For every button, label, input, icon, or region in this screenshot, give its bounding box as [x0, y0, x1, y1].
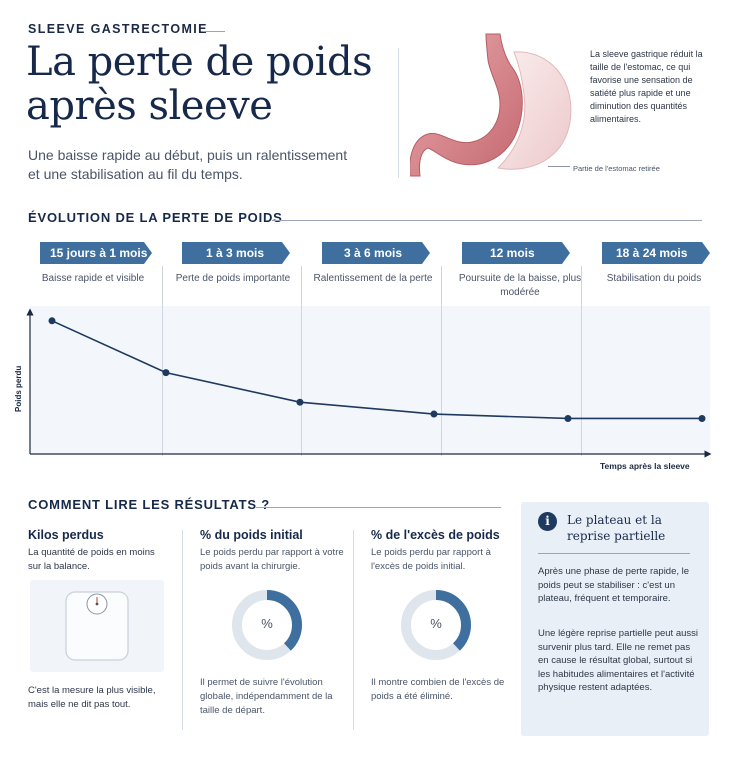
plateau-divider	[538, 553, 690, 554]
column-separator	[353, 530, 354, 730]
stomach-description: La sleeve gastrique réduit la taille de …	[590, 49, 703, 124]
phase-tag-4: 12 mois	[462, 242, 570, 264]
kilos-description: La quantité de poids en moins sur la bal…	[28, 547, 155, 572]
bathroom-scale-icon	[65, 591, 129, 661]
y-axis-label: Poids perdu	[14, 365, 23, 412]
scale-illustration	[30, 580, 164, 672]
header-divider	[398, 48, 399, 178]
x-axis-label: Temps après la sleeve	[600, 461, 690, 471]
phase-tag-2: 1 à 3 mois	[182, 242, 290, 264]
donut-percent-symbol: %	[261, 616, 273, 631]
phase-tag-1: 15 jours à 1 mois	[40, 242, 152, 264]
page-title: La perte de poids après sleeve	[26, 39, 373, 129]
plateau-paragraph-2: Une légère reprise partielle peut aussi …	[538, 628, 699, 693]
excess-weight-note: Il montre combien de l'excès de poids a …	[371, 677, 505, 702]
phase-description-1: Baisse rapide et visible	[41, 273, 145, 284]
phase-description-5: Stabilisation du poids	[606, 273, 702, 284]
evolution-section-divider	[272, 220, 702, 221]
excess-weight-description: Le poids perdu par rapport à l'excès de …	[371, 547, 491, 572]
excess-weight-title: % de l'excès de poids	[371, 528, 500, 542]
column-separator	[182, 530, 183, 730]
kicker-divider	[203, 31, 225, 32]
plateau-panel	[521, 502, 709, 736]
donut-value-arc	[232, 590, 302, 660]
removed-part-label: Partie de l'estomac retirée	[573, 164, 660, 173]
plateau-title: Le plateau et la reprise partielle	[567, 513, 666, 543]
phase-description-2: Perte de poids importante	[175, 273, 291, 284]
kicker: SLEEVE GASTRECTOMIE	[28, 22, 208, 36]
initial-weight-title: % du poids initial	[200, 528, 303, 542]
phase-description-3: Ralentissement de la perte	[313, 273, 433, 284]
excess-weight-donut	[401, 590, 471, 660]
info-icon: i	[538, 512, 557, 531]
stomach-icon	[410, 33, 572, 177]
initial-weight-description: Le poids perdu par rapport à votre poids…	[200, 547, 344, 572]
phase-separator	[301, 266, 302, 456]
removed-part-pointer	[548, 166, 570, 167]
reading-section-divider	[256, 507, 501, 508]
reading-section-title: COMMENT LIRE LES RÉSULTATS ?	[28, 497, 270, 512]
phase-separator	[162, 266, 163, 456]
page-subtitle: Une baisse rapide au début, puis un rale…	[28, 147, 348, 182]
kilos-title: Kilos perdus	[28, 528, 104, 542]
evolution-section-title: ÉVOLUTION DE LA PERTE DE POIDS	[28, 210, 283, 225]
phase-tag-5: 18 à 24 mois	[602, 242, 710, 264]
kilos-note: C'est la mesure la plus visible, mais el…	[28, 685, 156, 710]
phase-separator	[441, 266, 442, 456]
donut-value-arc	[401, 590, 471, 660]
chart-area	[30, 306, 710, 454]
phase-description-4: Poursuite de la baisse, plus modérée	[458, 273, 582, 298]
plateau-paragraph-1: Après une phase de perte rapide, le poid…	[538, 566, 690, 604]
donut-percent-symbol: %	[430, 616, 442, 631]
phase-tag-3: 3 à 6 mois	[322, 242, 430, 264]
phase-separator	[581, 266, 582, 456]
initial-weight-note: Il permet de suivre l'évolution globale,…	[200, 677, 333, 716]
initial-weight-donut	[232, 590, 302, 660]
